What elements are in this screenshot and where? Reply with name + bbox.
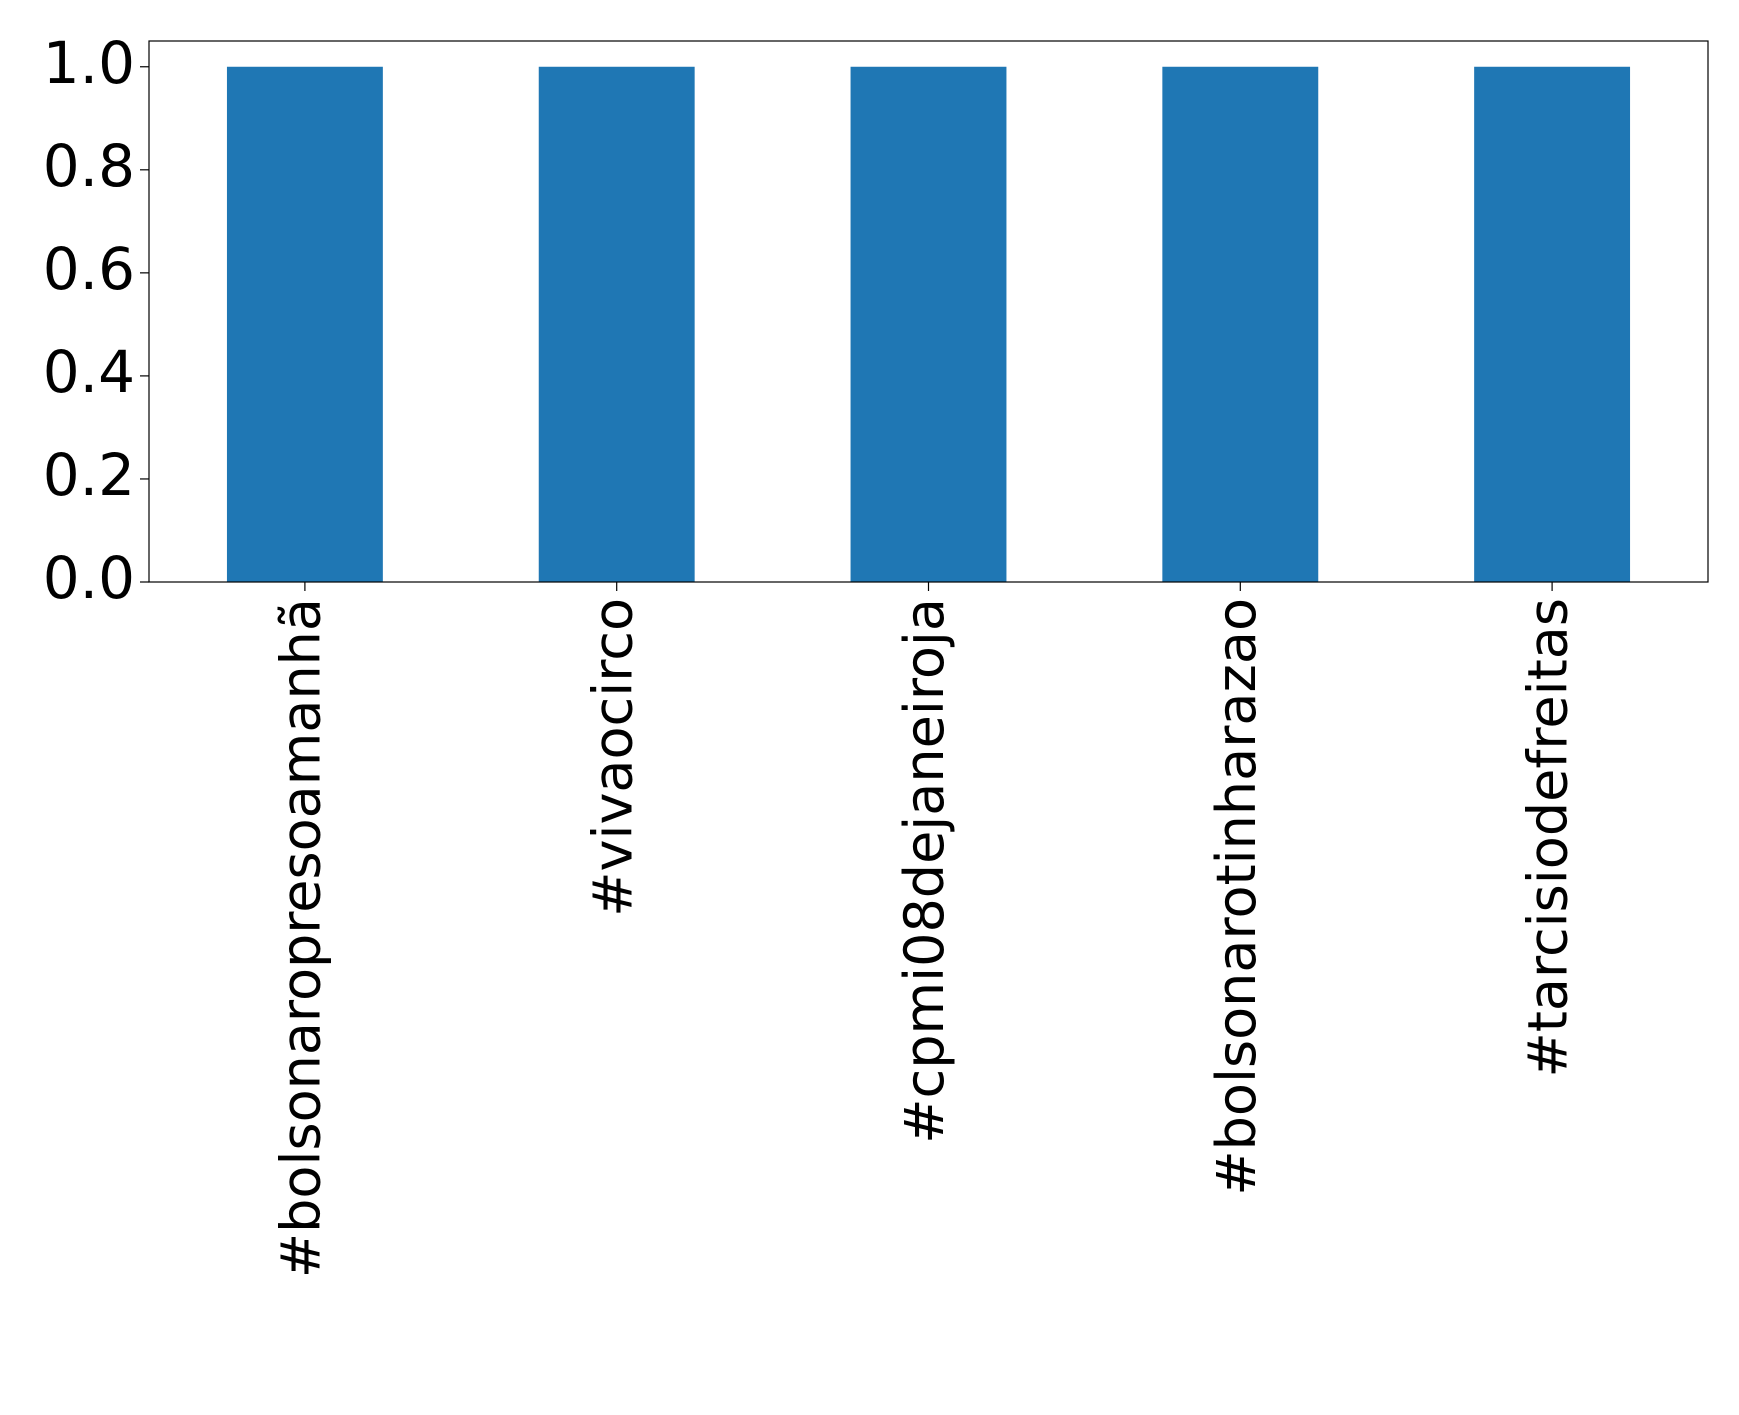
y-tick-label: 0.2 [43,441,135,509]
y-tick-label: 1.0 [43,29,135,97]
x-tick-label: #bolsonarotinharazao [1205,598,1268,1196]
x-tick-label: #tarcisiodefreitas [1517,598,1580,1078]
bar [226,66,383,582]
bar [1474,66,1631,582]
bar [850,66,1007,582]
plot-frame [148,40,1709,583]
bar [538,66,695,582]
x-tick-label: #cpmi08dejaneiroja [893,598,956,1144]
y-tick-label: 0.6 [43,235,135,303]
y-tick-label: 0.0 [43,544,135,612]
x-tick-label: #bolsonaropresoamanhã [270,598,333,1278]
bar [1162,66,1319,582]
y-tick-label: 0.4 [43,338,135,406]
y-tick-label: 0.8 [43,132,135,200]
x-tick-label: #vivaocirco [581,598,644,917]
